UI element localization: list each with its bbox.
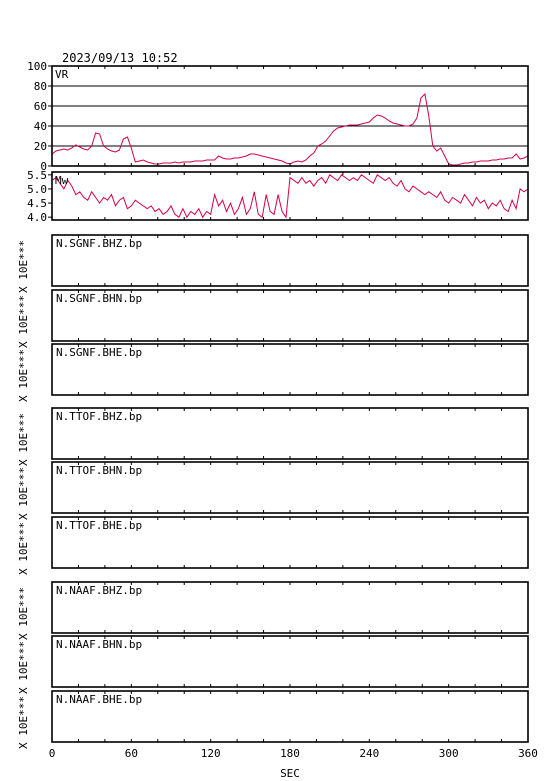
trace-label: N.SGNF.BHN.bp [56, 292, 142, 305]
mw-label: Mw [55, 174, 69, 187]
y-tick-label: 20 [34, 140, 47, 153]
trace-label: N.NAAF.BHN.bp [56, 638, 142, 651]
trace-scale-label: X 10E*** [17, 467, 30, 520]
trace-panel: N.TTOF.BHN.bp X 10E*** [17, 461, 529, 520]
trace-scale-label: X 10E*** [17, 641, 30, 694]
x-tick-label: 180 [280, 747, 300, 760]
x-tick-label: 60 [125, 747, 138, 760]
trace-label: N.TTOF.BHZ.bp [56, 410, 142, 423]
trace-panel: N.TTOF.BHZ.bp X 10E*** [17, 407, 529, 466]
panel-frame [51, 65, 529, 167]
y-tick-label: 60 [34, 100, 47, 113]
y-tick-label: 0 [40, 160, 47, 173]
trace-scale-label: X 10E*** [17, 295, 30, 348]
x-tick-label: 360 [518, 747, 538, 760]
trace-label: N.TTOF.BHN.bp [56, 464, 142, 477]
y-tick-label: 40 [34, 120, 47, 133]
x-tick-label: 300 [439, 747, 459, 760]
x-tick-label: 0 [49, 747, 56, 760]
trace-panel: N.SGNF.BHE.bp X 10E*** [17, 343, 529, 402]
y-tick-label: 5.0 [27, 183, 47, 196]
trace-scale-label: X 10E*** [17, 696, 30, 749]
trace-scale-label: X 10E*** [17, 240, 30, 293]
y-tick-label: 5.5 [27, 169, 47, 182]
series-line [51, 174, 529, 219]
timestamp: 2023/09/13 10:52 [62, 51, 178, 65]
trace-panel: N.NAAF.BHN.bp X 10E*** [17, 635, 529, 694]
trace-scale-label: X 10E*** [17, 413, 30, 466]
mw-panel: 5.55.04.54.0 Mw [27, 169, 529, 224]
vr-panel: 100 80 60 40 20 0 VR [27, 60, 529, 173]
trace-label: N.SGNF.BHZ.bp [56, 237, 142, 250]
trace-panel: N.SGNF.BHZ.bp X 10E*** [17, 234, 529, 293]
trace-label: N.SGNF.BHE.bp [56, 346, 142, 359]
trace-scale-label: X 10E*** [17, 587, 30, 640]
trace-panels: N.SGNF.BHZ.bp X 10E*** N.SGNF.BHN.bp X 10E*… [17, 234, 529, 749]
trace-label: N.TTOF.BHE.bp [56, 519, 142, 532]
trace-label: N.NAAF.BHE.bp [56, 693, 142, 706]
trace-panel: N.NAAF.BHZ.bp X 10E*** [17, 581, 529, 640]
trace-panel: N.SGNF.BHN.bp X 10E*** [17, 289, 529, 348]
series-line [51, 92, 529, 166]
x-axis-label: SEC [280, 767, 300, 780]
trace-label: N.NAAF.BHZ.bp [56, 584, 142, 597]
y-tick-label: 4.5 [27, 197, 47, 210]
y-tick-label: 4.0 [27, 211, 47, 224]
x-tick-label: 240 [359, 747, 379, 760]
x-axis: SEC 0 60 120 180 240 300 360 [49, 747, 538, 780]
y-tick-label: 100 [27, 60, 47, 73]
x-tick-label: 120 [201, 747, 221, 760]
vr-label: VR [55, 68, 69, 81]
trace-panel: N.NAAF.BHE.bp X 10E*** [17, 690, 529, 749]
trace-scale-label: X 10E*** [17, 349, 30, 402]
trace-panel: N.TTOF.BHE.bp X 10E*** [17, 516, 529, 575]
y-tick-label: 80 [34, 80, 47, 93]
trace-scale-label: X 10E*** [17, 522, 30, 575]
